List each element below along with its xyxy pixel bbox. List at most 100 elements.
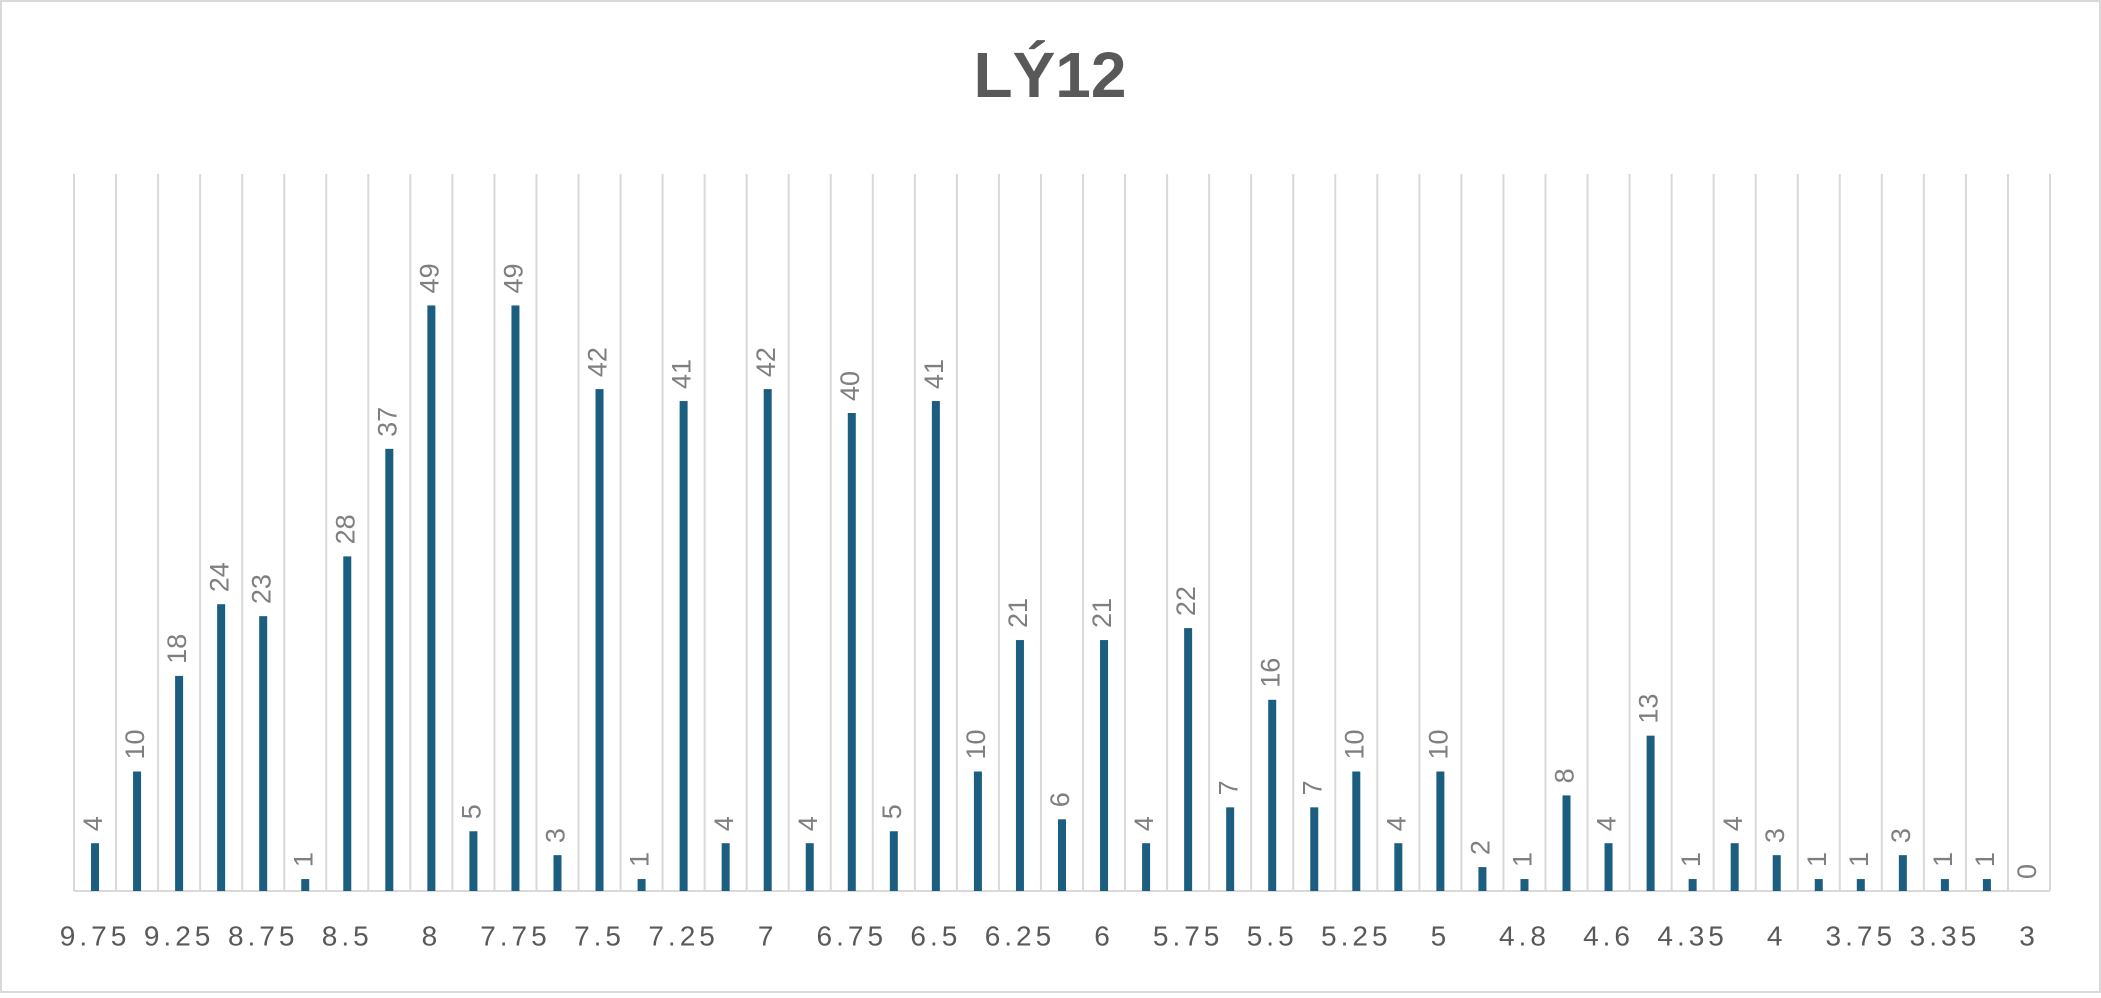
data-label: 1 <box>1802 852 1832 867</box>
data-label: 2 <box>1466 840 1496 855</box>
bar <box>1352 771 1361 891</box>
bar <box>1015 640 1024 891</box>
bar <box>1226 807 1235 891</box>
x-tick-label: 7.5 <box>574 920 625 951</box>
data-label: 1 <box>288 852 318 867</box>
x-tick-label: 5.5 <box>1247 920 1298 951</box>
x-tick-label: 4.8 <box>1499 920 1550 951</box>
bar <box>1688 879 1697 891</box>
bar <box>889 831 898 891</box>
bar <box>805 843 814 891</box>
bar <box>1394 843 1403 891</box>
data-label: 42 <box>751 347 781 377</box>
bar <box>1562 795 1571 891</box>
data-label: 10 <box>961 729 991 759</box>
bar <box>301 879 310 891</box>
data-label: 41 <box>919 359 949 389</box>
bar <box>1604 843 1613 891</box>
data-label: 7 <box>1297 780 1327 795</box>
bar <box>1940 879 1949 891</box>
bar <box>1436 771 1445 891</box>
data-label: 24 <box>204 562 234 592</box>
x-tick-label: 5 <box>1431 920 1451 951</box>
bar <box>1898 855 1907 891</box>
data-label: 37 <box>372 407 402 437</box>
bar <box>1646 735 1655 891</box>
x-tick-label: 5.75 <box>1153 920 1224 951</box>
data-label: 49 <box>499 263 529 293</box>
bar <box>1184 628 1193 891</box>
data-label: 3 <box>541 828 571 843</box>
x-tick-label: 3 <box>2019 920 2039 951</box>
data-label: 1 <box>1676 852 1706 867</box>
data-label: 1 <box>1928 852 1958 867</box>
bar <box>1982 879 1991 891</box>
data-label: 40 <box>835 371 865 401</box>
bar <box>721 843 730 891</box>
data-label: 1 <box>1970 852 2000 867</box>
bar <box>91 843 100 891</box>
x-tick-label: 3.35 <box>1910 920 1981 951</box>
x-tick-label: 7 <box>758 920 778 951</box>
x-tick-label: 7.25 <box>648 920 719 951</box>
data-label: 4 <box>1129 816 1159 831</box>
bar <box>847 413 856 891</box>
bar <box>511 305 520 891</box>
bar <box>1772 855 1781 891</box>
bar <box>1520 879 1529 891</box>
x-tick-label: 7.75 <box>480 920 551 951</box>
bar <box>595 389 604 891</box>
bar <box>763 389 772 891</box>
x-tick-label: 4.6 <box>1583 920 1634 951</box>
data-label: 4 <box>78 816 108 831</box>
x-tick-label: 8.5 <box>322 920 373 951</box>
bar <box>1310 807 1319 891</box>
bar <box>1268 699 1277 891</box>
x-tick-label: 9.25 <box>144 920 215 951</box>
bar <box>1814 879 1823 891</box>
data-label: 21 <box>1087 598 1117 628</box>
x-tick-label: 6 <box>1094 920 1114 951</box>
bar <box>1142 843 1151 891</box>
x-tick-label: 6.25 <box>985 920 1056 951</box>
data-label: 4 <box>709 816 739 831</box>
bar <box>1058 819 1066 891</box>
x-tick-label: 4.35 <box>1657 920 1728 951</box>
data-label: 21 <box>1003 598 1033 628</box>
bar <box>133 771 142 891</box>
bar <box>1856 879 1865 891</box>
bar <box>469 831 478 891</box>
bar <box>175 675 184 891</box>
bar <box>931 401 940 891</box>
bar <box>1478 867 1487 891</box>
data-label: 5 <box>457 804 487 819</box>
bar <box>259 616 268 891</box>
x-tick-label: 4 <box>1767 920 1787 951</box>
data-label: 13 <box>1634 694 1664 724</box>
chart-title: LÝ12 <box>974 39 1127 111</box>
x-tick-label: 6.75 <box>817 920 888 951</box>
data-label: 4 <box>1381 816 1411 831</box>
data-label: 4 <box>1592 816 1622 831</box>
data-label: 10 <box>1339 729 1369 759</box>
bar <box>679 401 688 891</box>
bar <box>385 448 394 891</box>
bar <box>973 771 982 891</box>
x-tick-label: 6.5 <box>910 920 961 951</box>
data-label: 49 <box>414 263 444 293</box>
data-label: 4 <box>793 816 823 831</box>
data-label: 10 <box>120 729 150 759</box>
data-label: 5 <box>877 804 907 819</box>
x-tick-label: 3.75 <box>1826 920 1897 951</box>
x-tick-label: 5.25 <box>1321 920 1392 951</box>
data-label: 22 <box>1171 586 1201 616</box>
bar <box>1100 640 1109 891</box>
bar <box>343 556 352 891</box>
data-label: 3 <box>1760 828 1790 843</box>
x-tick-label: 9.75 <box>60 920 131 951</box>
bar <box>217 604 226 891</box>
data-label: 6 <box>1045 792 1075 807</box>
data-label: 23 <box>246 574 276 604</box>
data-label: 4 <box>1718 816 1748 831</box>
data-label: 8 <box>1550 768 1580 783</box>
